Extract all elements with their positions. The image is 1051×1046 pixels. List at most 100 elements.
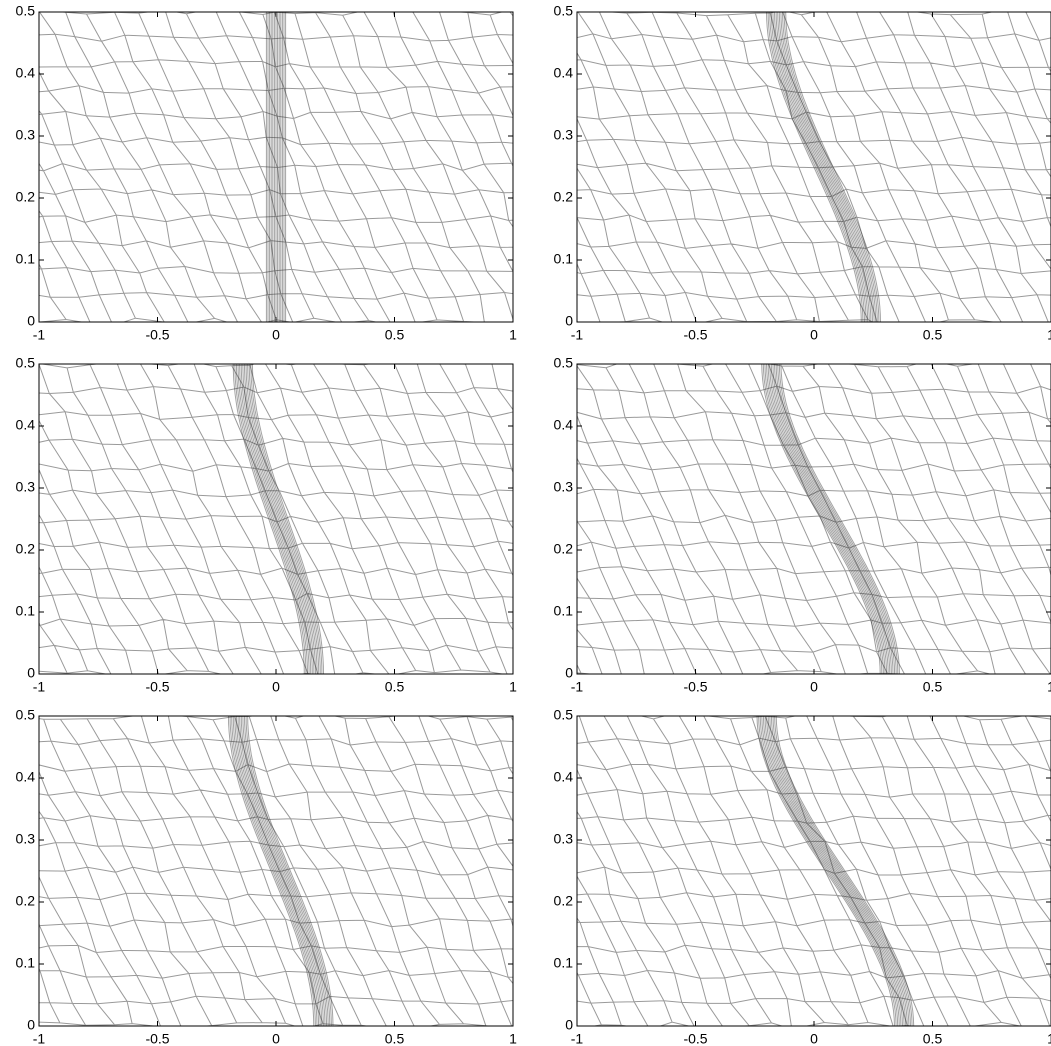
x-tick-label: 0.5 (385, 1031, 405, 1046)
front-line (778, 12, 875, 322)
front-line (764, 364, 884, 674)
x-tick-label: 1 (509, 679, 517, 695)
front-line (778, 364, 899, 674)
panel: -1 -0.5 0 0.5 1 0 0.1 0.2 0.3 0.4 0.5 (16, 707, 518, 1046)
x-tick-label: 0 (810, 679, 818, 695)
y-tick-label: 0.5 (16, 355, 36, 371)
front-line (248, 364, 321, 674)
x-tick-label: 0 (810, 327, 818, 343)
y-tick-label: 0 (565, 313, 573, 329)
y-tick-label: 0.4 (554, 769, 574, 785)
front-line (250, 364, 323, 674)
front-line (239, 364, 312, 674)
y-tick-label: 0.4 (554, 417, 574, 433)
y-tick-label: 0.1 (554, 955, 574, 971)
front-line (247, 364, 320, 674)
y-tick-label: 0.4 (16, 65, 36, 81)
y-tick-label: 0.1 (16, 955, 36, 971)
front-line (767, 716, 907, 1026)
x-tick-label: -0.5 (145, 679, 169, 695)
y-tick-label: 0.5 (554, 355, 574, 371)
y-tick-label: 0.2 (16, 189, 36, 205)
panel: -1 -0.5 0 0.5 1 0 0.1 0.2 0.3 0.4 0.5 (554, 707, 1051, 1046)
panel: -1 -0.5 0 0.5 1 0 0.1 0.2 0.3 0.4 0.5 (16, 3, 518, 343)
y-tick-label: 0.1 (554, 603, 574, 619)
mesh (577, 716, 1051, 1026)
y-tick-label: 0.3 (16, 479, 36, 495)
front-line (240, 716, 328, 1026)
x-tick-label: -1 (33, 679, 46, 695)
y-tick-label: 0.2 (16, 893, 36, 909)
front-line (245, 716, 332, 1026)
front-line (777, 12, 873, 322)
front-line (772, 364, 892, 674)
x-tick-label: -0.5 (145, 327, 169, 343)
x-tick-label: -1 (571, 1031, 584, 1046)
front-line (769, 716, 908, 1026)
front-line (782, 12, 878, 322)
y-tick-label: 0 (565, 665, 573, 681)
panel: -1 -0.5 0 0.5 1 0 0.1 0.2 0.3 0.4 0.5 (16, 355, 518, 695)
x-tick-label: 1 (1047, 327, 1051, 343)
front-line (762, 716, 902, 1026)
y-tick-label: 0.2 (554, 189, 574, 205)
front-line (236, 716, 323, 1026)
front-line (766, 716, 905, 1026)
y-tick-label: 0.4 (16, 417, 36, 433)
front-line (762, 364, 883, 674)
front-line (770, 364, 891, 674)
front-line (247, 716, 334, 1026)
front-line (770, 12, 867, 322)
y-tick-label: 0.4 (554, 65, 574, 81)
y-tick-label: 0 (27, 665, 35, 681)
mesh-lines (39, 716, 513, 1026)
front-line (774, 716, 913, 1026)
y-tick-label: 0.4 (16, 769, 36, 785)
front-line (228, 716, 315, 1026)
y-tick-label: 0.2 (554, 893, 574, 909)
x-tick-label: 0 (272, 679, 280, 695)
plot-frame (576, 715, 1051, 1027)
mesh-lines (577, 364, 1051, 674)
x-tick-label: 0.5 (385, 679, 405, 695)
x-tick-label: 1 (509, 327, 517, 343)
front-line (777, 364, 897, 674)
panel: -1 -0.5 0 0.5 1 0 0.1 0.2 0.3 0.4 0.5 (554, 355, 1051, 695)
front-line (780, 364, 900, 674)
mesh (39, 716, 513, 1026)
mesh (39, 364, 513, 674)
front-line (251, 364, 324, 674)
x-tick-label: 1 (1047, 1031, 1051, 1046)
front-line (780, 12, 877, 322)
mesh-lines (39, 364, 513, 674)
y-tick-label: 0.3 (554, 127, 574, 143)
front-line (764, 716, 903, 1026)
front-line (767, 364, 888, 674)
front-line (758, 716, 897, 1026)
front-line (756, 716, 895, 1026)
y-tick-label: 0.3 (554, 479, 574, 495)
front-line (766, 364, 886, 674)
x-tick-label: 0.5 (923, 1031, 943, 1046)
front-line (775, 364, 896, 674)
front-line (243, 364, 316, 674)
y-tick-label: 0.5 (16, 3, 36, 19)
mesh-lines (39, 12, 513, 322)
front-line (231, 716, 318, 1026)
y-tick-label: 0 (565, 1017, 573, 1033)
front-line (232, 716, 320, 1026)
y-tick-label: 0.5 (16, 707, 36, 723)
front-line (232, 364, 305, 674)
x-tick-label: 0.5 (385, 327, 405, 343)
x-tick-label: 1 (1047, 679, 1051, 695)
mesh (577, 364, 1051, 674)
y-tick-label: 0.2 (554, 541, 574, 557)
front-line (766, 12, 862, 322)
front-line (770, 716, 910, 1026)
front-line (775, 716, 915, 1026)
front-line (761, 364, 881, 674)
front-line (237, 364, 310, 674)
x-tick-label: -0.5 (145, 1031, 169, 1046)
y-tick-label: 0.5 (554, 707, 574, 723)
